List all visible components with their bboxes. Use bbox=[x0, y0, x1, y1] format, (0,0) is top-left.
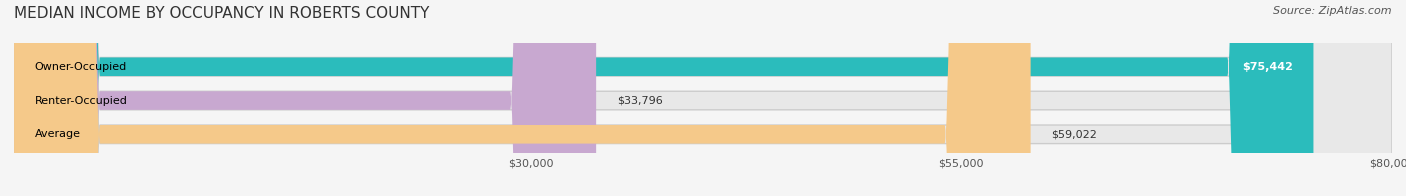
Text: Source: ZipAtlas.com: Source: ZipAtlas.com bbox=[1274, 6, 1392, 16]
FancyBboxPatch shape bbox=[14, 0, 1392, 196]
FancyBboxPatch shape bbox=[14, 0, 596, 196]
FancyBboxPatch shape bbox=[14, 0, 1313, 196]
Text: $59,022: $59,022 bbox=[1052, 129, 1097, 139]
Text: Average: Average bbox=[35, 129, 80, 139]
Text: Renter-Occupied: Renter-Occupied bbox=[35, 95, 128, 105]
Text: Owner-Occupied: Owner-Occupied bbox=[35, 62, 127, 72]
Text: $75,442: $75,442 bbox=[1241, 62, 1292, 72]
Text: $33,796: $33,796 bbox=[617, 95, 662, 105]
FancyBboxPatch shape bbox=[14, 0, 1392, 196]
FancyBboxPatch shape bbox=[14, 0, 1392, 196]
Text: MEDIAN INCOME BY OCCUPANCY IN ROBERTS COUNTY: MEDIAN INCOME BY OCCUPANCY IN ROBERTS CO… bbox=[14, 6, 429, 21]
FancyBboxPatch shape bbox=[14, 0, 1031, 196]
